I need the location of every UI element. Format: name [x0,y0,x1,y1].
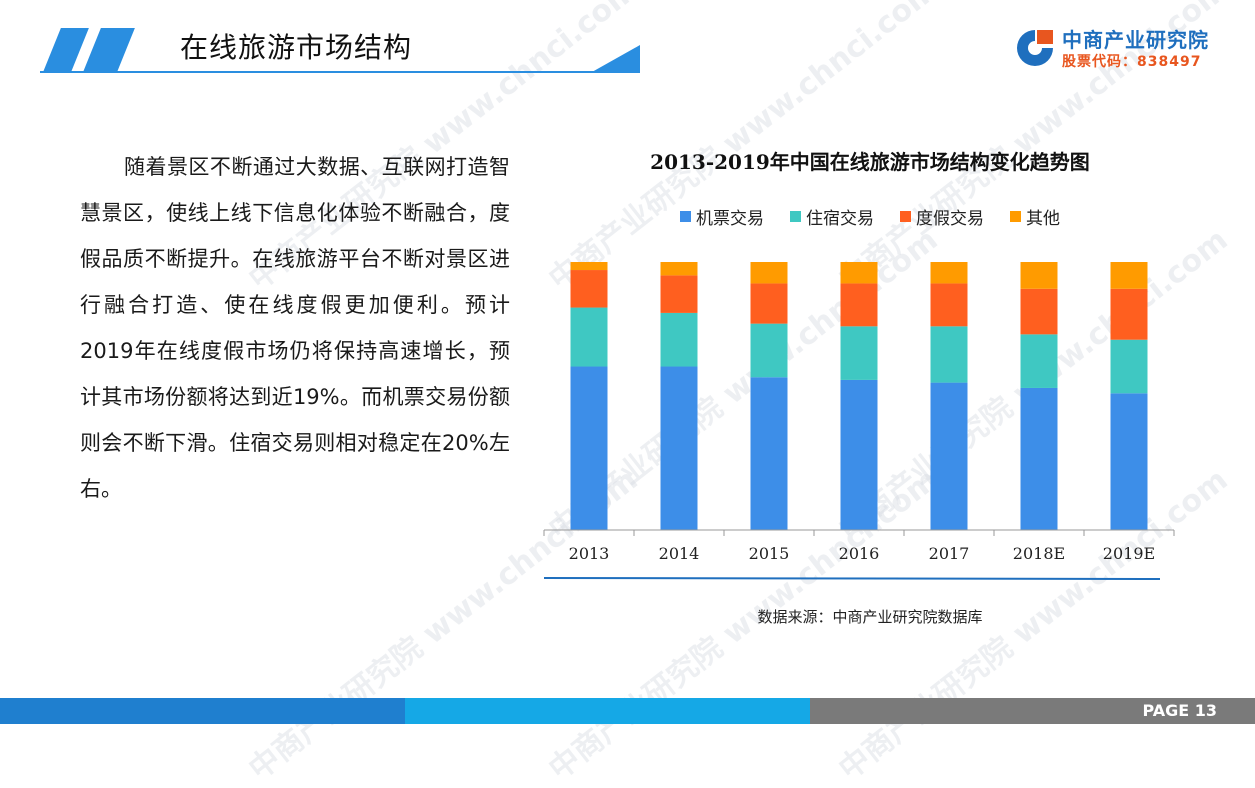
x-tick-label: 2014 [659,544,700,563]
company-logo-icon [1017,30,1053,66]
page-title: 在线旅游市场结构 [180,31,413,64]
legend-item: 其他 [1010,204,1060,229]
bar-segment [1020,288,1058,335]
x-tick-label: 2019E [1103,544,1155,563]
page-number: PAGE 13 [1142,701,1217,720]
bar-segment [1110,339,1148,394]
legend-item: 度假交易 [900,204,984,229]
bar-segment [750,323,788,378]
x-tick-label: 2015 [749,544,790,563]
bar-segment [840,262,878,284]
legend-swatch [1010,211,1021,222]
bar-segment [840,283,878,327]
legend-swatch [680,211,691,222]
bar-segment [840,326,878,380]
legend-label: 机票交易 [696,209,764,229]
bar-segment [660,366,698,530]
company-name: 中商产业研究院 [1062,28,1209,52]
stock-code: 股票代码：838497 [1062,54,1202,70]
bar-segment [1110,288,1148,340]
x-tick-label: 2016 [839,544,880,563]
bar-segment [930,283,968,327]
bar-segment [1110,262,1148,289]
body-paragraph: 随着景区不断通过大数据、互联网打造智慧景区，使线上线下信息化体验不断融合，度假品… [80,155,510,501]
x-tick-label: 2018E [1013,544,1065,563]
legend-label: 度假交易 [916,209,984,229]
bar-segment [570,366,608,530]
bar-segment [570,270,608,308]
bar-segment [570,262,608,271]
legend-label: 住宿交易 [806,209,874,229]
legend-swatch [900,211,911,222]
stacked-bar-chart: 2013 2014 2015 2016 2017 2018E 2019E [543,262,1175,580]
x-tick-label: 2013 [569,544,610,563]
chart-title: 2013-2019年中国在线旅游市场结构变化趋势图 [650,150,1090,174]
bar-segment [1020,387,1058,530]
chart-underline [543,577,1161,580]
bar-segment [570,307,608,367]
header-triangle [592,45,640,72]
header-stripe [83,28,135,72]
bar-segment [930,326,968,383]
chart-source: 数据来源：中商产业研究院数据库 [757,608,983,626]
bar-segment [930,262,968,284]
footer-bar-middle [405,698,810,724]
header-underline [40,71,640,73]
x-tick-label: 2017 [929,544,970,563]
bar-segment [1110,393,1148,530]
bar-segment [660,312,698,367]
legend-item: 住宿交易 [790,204,874,229]
bar-segment [1020,334,1058,388]
bar-segment [750,262,788,284]
footer-bar-left [0,698,405,724]
bar-segment [660,275,698,313]
bar-segment [840,379,878,530]
bar-segment [1020,262,1058,289]
bar-segment [660,262,698,276]
legend-swatch [790,211,801,222]
chart-legend: 机票交易 住宿交易 度假交易 其他 [560,204,1180,229]
bar-segment [750,377,788,530]
legend-item: 机票交易 [680,204,764,229]
footer-bar-right [810,698,1255,724]
bar-segment [930,382,968,530]
legend-label: 其他 [1026,209,1060,229]
header-stripe [43,28,89,72]
bar-segment [750,283,788,324]
